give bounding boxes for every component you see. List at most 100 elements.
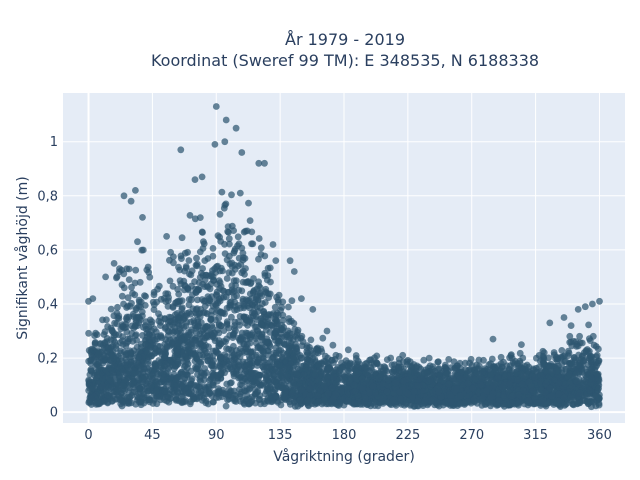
data-point <box>237 261 245 268</box>
data-point <box>220 327 228 334</box>
data-point <box>162 290 170 297</box>
data-point <box>269 354 277 361</box>
data-point <box>142 340 149 348</box>
chart-title-line-2: Koordinat (Sweref 99 TM): E 348535, N 61… <box>151 51 539 70</box>
data-point <box>129 289 136 297</box>
data-point <box>157 332 165 339</box>
data-point <box>595 345 602 353</box>
data-point <box>185 257 193 264</box>
data-point <box>254 307 262 315</box>
data-point <box>131 279 139 287</box>
data-point <box>568 383 576 390</box>
data-point <box>362 369 370 377</box>
data-point <box>396 367 403 375</box>
data-point <box>220 287 228 295</box>
data-point <box>230 342 237 350</box>
data-point <box>121 376 129 384</box>
data-point <box>238 388 245 396</box>
data-point <box>135 375 142 383</box>
data-point <box>114 303 121 311</box>
data-point <box>238 381 246 389</box>
data-point <box>190 317 198 324</box>
data-point <box>246 384 254 392</box>
data-point <box>268 323 276 330</box>
data-point <box>93 331 101 338</box>
data-point <box>291 333 299 340</box>
data-point <box>283 331 290 339</box>
data-point <box>200 376 208 384</box>
data-point <box>389 396 397 404</box>
data-point <box>576 389 584 397</box>
data-point <box>257 244 265 252</box>
data-point <box>211 265 219 273</box>
data-point <box>161 362 169 370</box>
data-point <box>266 290 274 298</box>
data-point <box>195 389 203 396</box>
data-point <box>259 314 267 322</box>
data-point <box>226 379 234 387</box>
data-point <box>216 363 224 371</box>
data-point <box>279 311 287 319</box>
data-point <box>339 363 346 370</box>
data-point <box>573 369 580 377</box>
data-point <box>174 348 181 356</box>
data-point <box>220 293 228 301</box>
data-point <box>451 364 459 372</box>
data-point <box>593 351 601 359</box>
data-point <box>239 249 247 257</box>
data-point <box>497 353 505 361</box>
data-point <box>283 372 291 380</box>
data-point <box>231 265 239 273</box>
data-point <box>362 394 369 402</box>
data-point <box>115 331 123 339</box>
data-point <box>585 321 592 329</box>
data-point <box>127 362 135 370</box>
data-point <box>285 315 293 322</box>
data-point <box>292 344 300 352</box>
data-point <box>383 356 391 363</box>
data-point <box>255 255 262 263</box>
data-point <box>212 316 219 324</box>
data-point <box>505 366 513 373</box>
data-point <box>134 238 141 246</box>
data-point <box>198 369 206 377</box>
data-point <box>344 346 352 354</box>
data-point <box>133 359 141 367</box>
data-point <box>337 388 345 395</box>
data-point <box>272 257 280 264</box>
data-point <box>192 288 200 296</box>
data-point <box>99 359 107 367</box>
data-point <box>178 234 186 242</box>
data-point <box>120 300 127 308</box>
data-point <box>258 336 266 344</box>
data-point <box>434 358 442 366</box>
data-point <box>88 368 95 375</box>
data-point <box>309 350 316 357</box>
data-point <box>469 384 477 392</box>
data-point <box>516 359 524 367</box>
data-point <box>253 316 261 323</box>
data-point <box>202 342 210 349</box>
data-point <box>177 252 185 260</box>
data-point <box>124 294 132 302</box>
data-point <box>178 382 186 389</box>
data-point <box>183 312 190 320</box>
data-point <box>245 199 252 207</box>
data-point <box>119 337 126 345</box>
data-point <box>170 259 177 267</box>
data-point <box>500 393 507 401</box>
data-point <box>453 385 460 393</box>
data-point <box>584 348 592 356</box>
data-point <box>487 371 495 378</box>
data-point <box>278 381 285 389</box>
data-point <box>278 372 286 380</box>
data-point <box>204 255 212 262</box>
data-point <box>173 382 180 390</box>
data-point <box>285 347 293 355</box>
data-point <box>303 344 311 352</box>
data-point <box>235 349 243 357</box>
data-point <box>306 385 314 393</box>
data-point <box>478 374 486 382</box>
data-point <box>400 377 407 385</box>
data-point <box>550 351 558 359</box>
